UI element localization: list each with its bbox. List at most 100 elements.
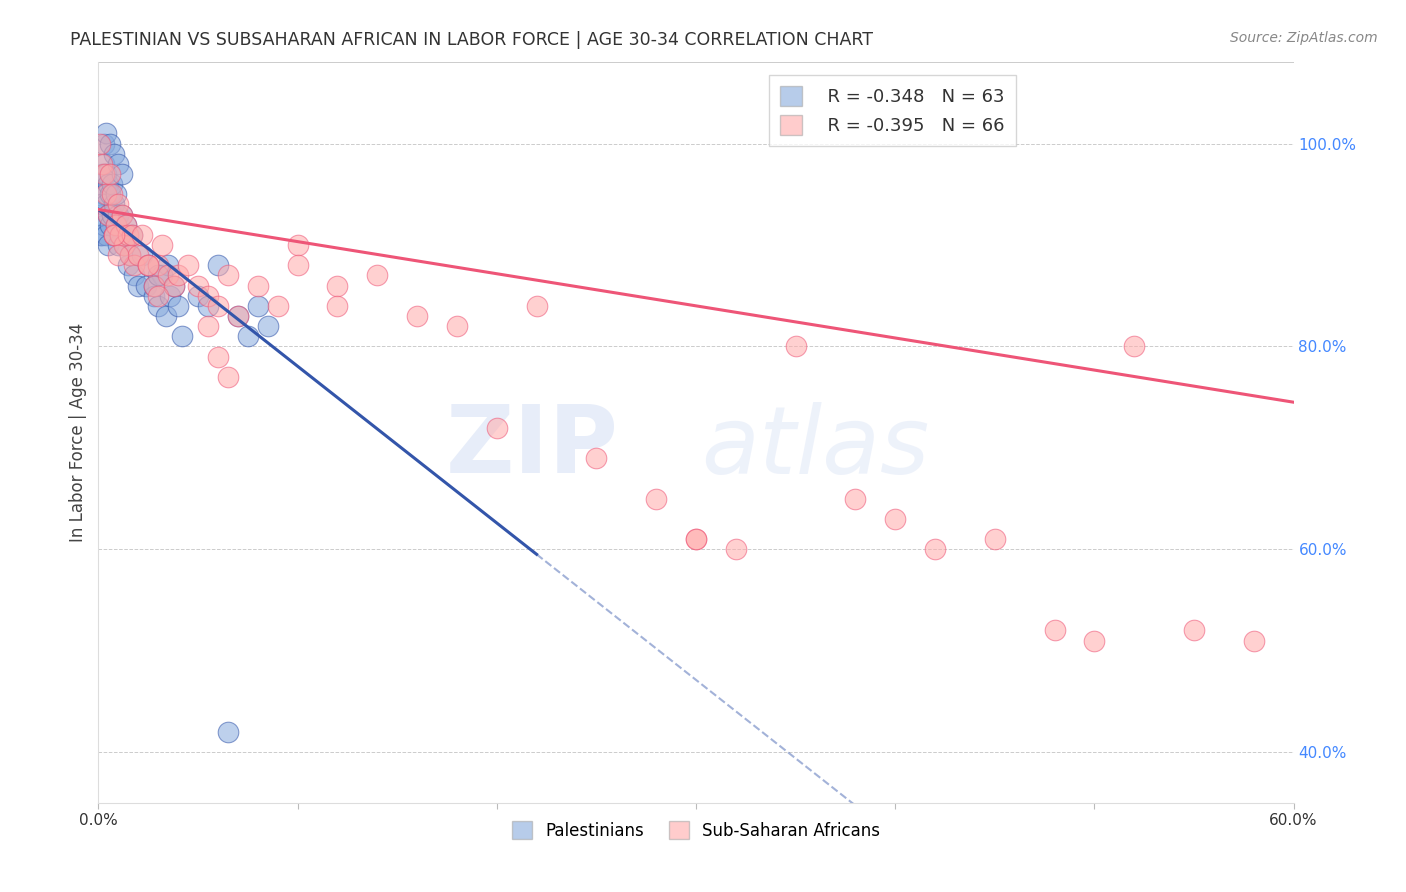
- Legend: Palestinians, Sub-Saharan Africans: Palestinians, Sub-Saharan Africans: [505, 814, 887, 847]
- Point: [136, 258, 159, 272]
- Point: [101, 187, 124, 202]
- Point: [91, 197, 114, 211]
- Text: Source: ZipAtlas.com: Source: ZipAtlas.com: [1230, 31, 1378, 45]
- Point: [256, 319, 278, 334]
- Point: [287, 238, 309, 252]
- Point: [326, 299, 349, 313]
- Point: [136, 258, 159, 272]
- Point: [127, 248, 149, 262]
- Point: [155, 309, 177, 323]
- Point: [103, 227, 125, 242]
- Point: [197, 319, 219, 334]
- Point: [120, 248, 142, 262]
- Point: [163, 278, 186, 293]
- Point: [984, 532, 1007, 546]
- Point: [117, 227, 139, 242]
- Point: [91, 157, 114, 171]
- Point: [105, 218, 128, 232]
- Point: [111, 167, 134, 181]
- Point: [157, 268, 180, 283]
- Point: [267, 299, 290, 313]
- Point: [1182, 624, 1205, 638]
- Point: [217, 724, 239, 739]
- Point: [96, 167, 118, 181]
- Point: [112, 238, 135, 252]
- Point: [685, 532, 707, 546]
- Point: [485, 420, 508, 434]
- Text: atlas: atlas: [702, 402, 929, 493]
- Point: [101, 208, 124, 222]
- Point: [526, 299, 548, 313]
- Point: [107, 248, 129, 262]
- Point: [111, 208, 134, 222]
- Point: [105, 218, 128, 232]
- Point: [366, 836, 388, 850]
- Point: [150, 238, 173, 252]
- Point: [143, 289, 166, 303]
- Point: [167, 268, 190, 283]
- Point: [924, 542, 946, 557]
- Point: [117, 258, 139, 272]
- Point: [187, 278, 209, 293]
- Point: [112, 238, 135, 252]
- Point: [89, 208, 111, 222]
- Point: [197, 289, 219, 303]
- Point: [105, 187, 128, 202]
- Point: [217, 369, 239, 384]
- Point: [101, 177, 124, 191]
- Point: [685, 532, 707, 546]
- Point: [93, 187, 115, 202]
- Point: [124, 258, 146, 272]
- Point: [110, 227, 132, 242]
- Point: [187, 289, 209, 303]
- Point: [148, 289, 170, 303]
- Point: [91, 167, 114, 181]
- Point: [406, 309, 429, 323]
- Point: [163, 278, 186, 293]
- Point: [89, 136, 111, 151]
- Point: [207, 299, 229, 313]
- Point: [226, 309, 249, 323]
- Point: [115, 218, 138, 232]
- Y-axis label: In Labor Force | Age 30-34: In Labor Force | Age 30-34: [69, 323, 87, 542]
- Point: [98, 136, 122, 151]
- Point: [96, 187, 118, 202]
- Point: [98, 187, 122, 202]
- Point: [1083, 633, 1105, 648]
- Point: [844, 491, 866, 506]
- Point: [107, 238, 129, 252]
- Point: [287, 258, 309, 272]
- Point: [97, 177, 120, 191]
- Point: [150, 268, 173, 283]
- Point: [226, 309, 249, 323]
- Point: [1123, 339, 1146, 353]
- Point: [103, 227, 125, 242]
- Point: [148, 268, 170, 283]
- Point: [724, 542, 747, 557]
- Point: [785, 339, 807, 353]
- Point: [103, 197, 125, 211]
- Point: [97, 238, 120, 252]
- Point: [127, 278, 149, 293]
- Text: ZIP: ZIP: [446, 401, 619, 493]
- Point: [148, 299, 170, 313]
- Point: [91, 227, 114, 242]
- Point: [159, 289, 181, 303]
- Point: [124, 268, 146, 283]
- Point: [96, 127, 118, 141]
- Point: [120, 248, 142, 262]
- Point: [884, 512, 907, 526]
- Point: [1243, 633, 1265, 648]
- Point: [157, 258, 180, 272]
- Point: [131, 248, 153, 262]
- Point: [107, 208, 129, 222]
- Point: [143, 278, 166, 293]
- Point: [585, 450, 607, 465]
- Point: [89, 227, 111, 242]
- Point: [217, 268, 239, 283]
- Point: [115, 218, 138, 232]
- Point: [135, 278, 157, 293]
- Point: [107, 197, 129, 211]
- Point: [207, 258, 229, 272]
- Point: [207, 350, 229, 364]
